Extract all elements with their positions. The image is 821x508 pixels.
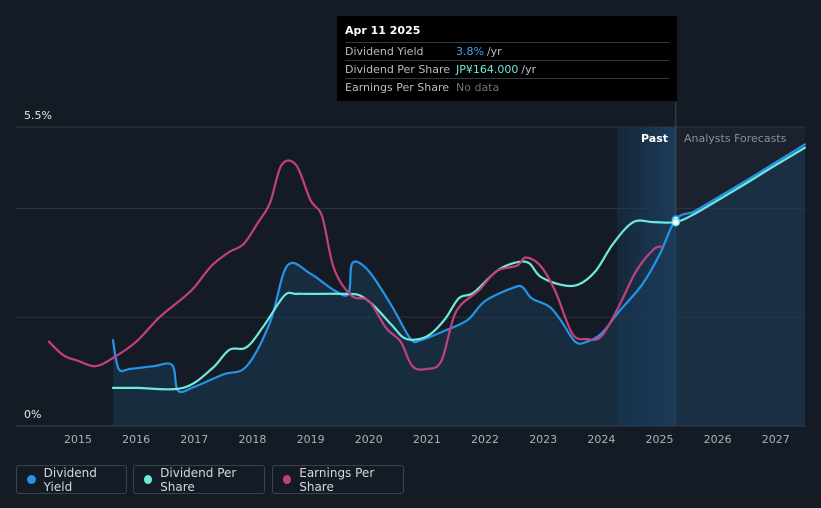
x-tick-label: 2016 — [122, 433, 150, 446]
legend-label: Dividend Per Share — [160, 465, 237, 494]
tooltip: Apr 11 2025 Dividend Yield 3.8% /yr Divi… — [337, 16, 677, 101]
tooltip-unit: /yr — [521, 63, 537, 76]
dividend-per-share-line — [111, 146, 806, 391]
x-tick-label: 2019 — [297, 433, 325, 446]
legend-item-dividend-per-share[interactable]: Dividend Per Share — [133, 465, 265, 494]
x-tick-label: 2021 — [413, 433, 441, 446]
legend-dot-icon — [144, 475, 153, 484]
legend-item-earnings-per-share[interactable]: Earnings Per Share — [272, 465, 404, 494]
x-tick-label: 2025 — [646, 433, 674, 446]
tooltip-label: Dividend Yield — [345, 45, 424, 58]
earnings-per-share-line — [47, 159, 664, 371]
tooltip-row-yield: Dividend Yield 3.8% /yr — [345, 42, 669, 60]
tooltip-value: JP¥164.000 — [456, 63, 519, 76]
tooltip-label: Earnings Per Share — [345, 81, 450, 94]
x-tick-label: 2018 — [238, 433, 266, 446]
x-tick-label: 2020 — [355, 433, 383, 446]
legend-item-dividend-yield[interactable]: Dividend Yield — [16, 465, 127, 494]
x-tick-label: 2027 — [762, 433, 790, 446]
tooltip-unit: /yr — [486, 45, 502, 58]
tooltip-row-eps: Earnings Per Share No data — [345, 78, 669, 96]
dividend-yield-line — [111, 143, 806, 394]
x-tick-label: 2015 — [64, 433, 92, 446]
legend-label: Dividend Yield — [43, 465, 97, 494]
dividend-yield-area — [112, 144, 805, 426]
legend-label: Earnings Per Share — [299, 465, 375, 494]
tooltip-date: Apr 11 2025 — [345, 24, 421, 37]
x-tick-label: 2024 — [587, 433, 615, 446]
forecast-label: Analysts Forecasts — [684, 132, 787, 145]
tooltip-value: 3.8% — [456, 45, 484, 58]
tooltip-value: No data — [456, 81, 500, 94]
x-tick-label: 2017 — [180, 433, 208, 446]
legend-dot-icon — [283, 475, 292, 484]
x-tick-label: 2022 — [471, 433, 499, 446]
x-tick-label: 2026 — [704, 433, 732, 446]
tooltip-row-dps: Dividend Per Share JP¥164.000 /yr — [345, 60, 669, 78]
y-axis-label-min: 0% — [24, 408, 41, 421]
past-label: Past — [641, 132, 668, 145]
legend-dot-icon — [27, 475, 36, 484]
y-axis-label-max: 5.5% — [24, 109, 52, 122]
current-value-marker — [671, 217, 681, 227]
tooltip-label: Dividend Per Share — [345, 63, 451, 76]
x-tick-label: 2023 — [529, 433, 557, 446]
